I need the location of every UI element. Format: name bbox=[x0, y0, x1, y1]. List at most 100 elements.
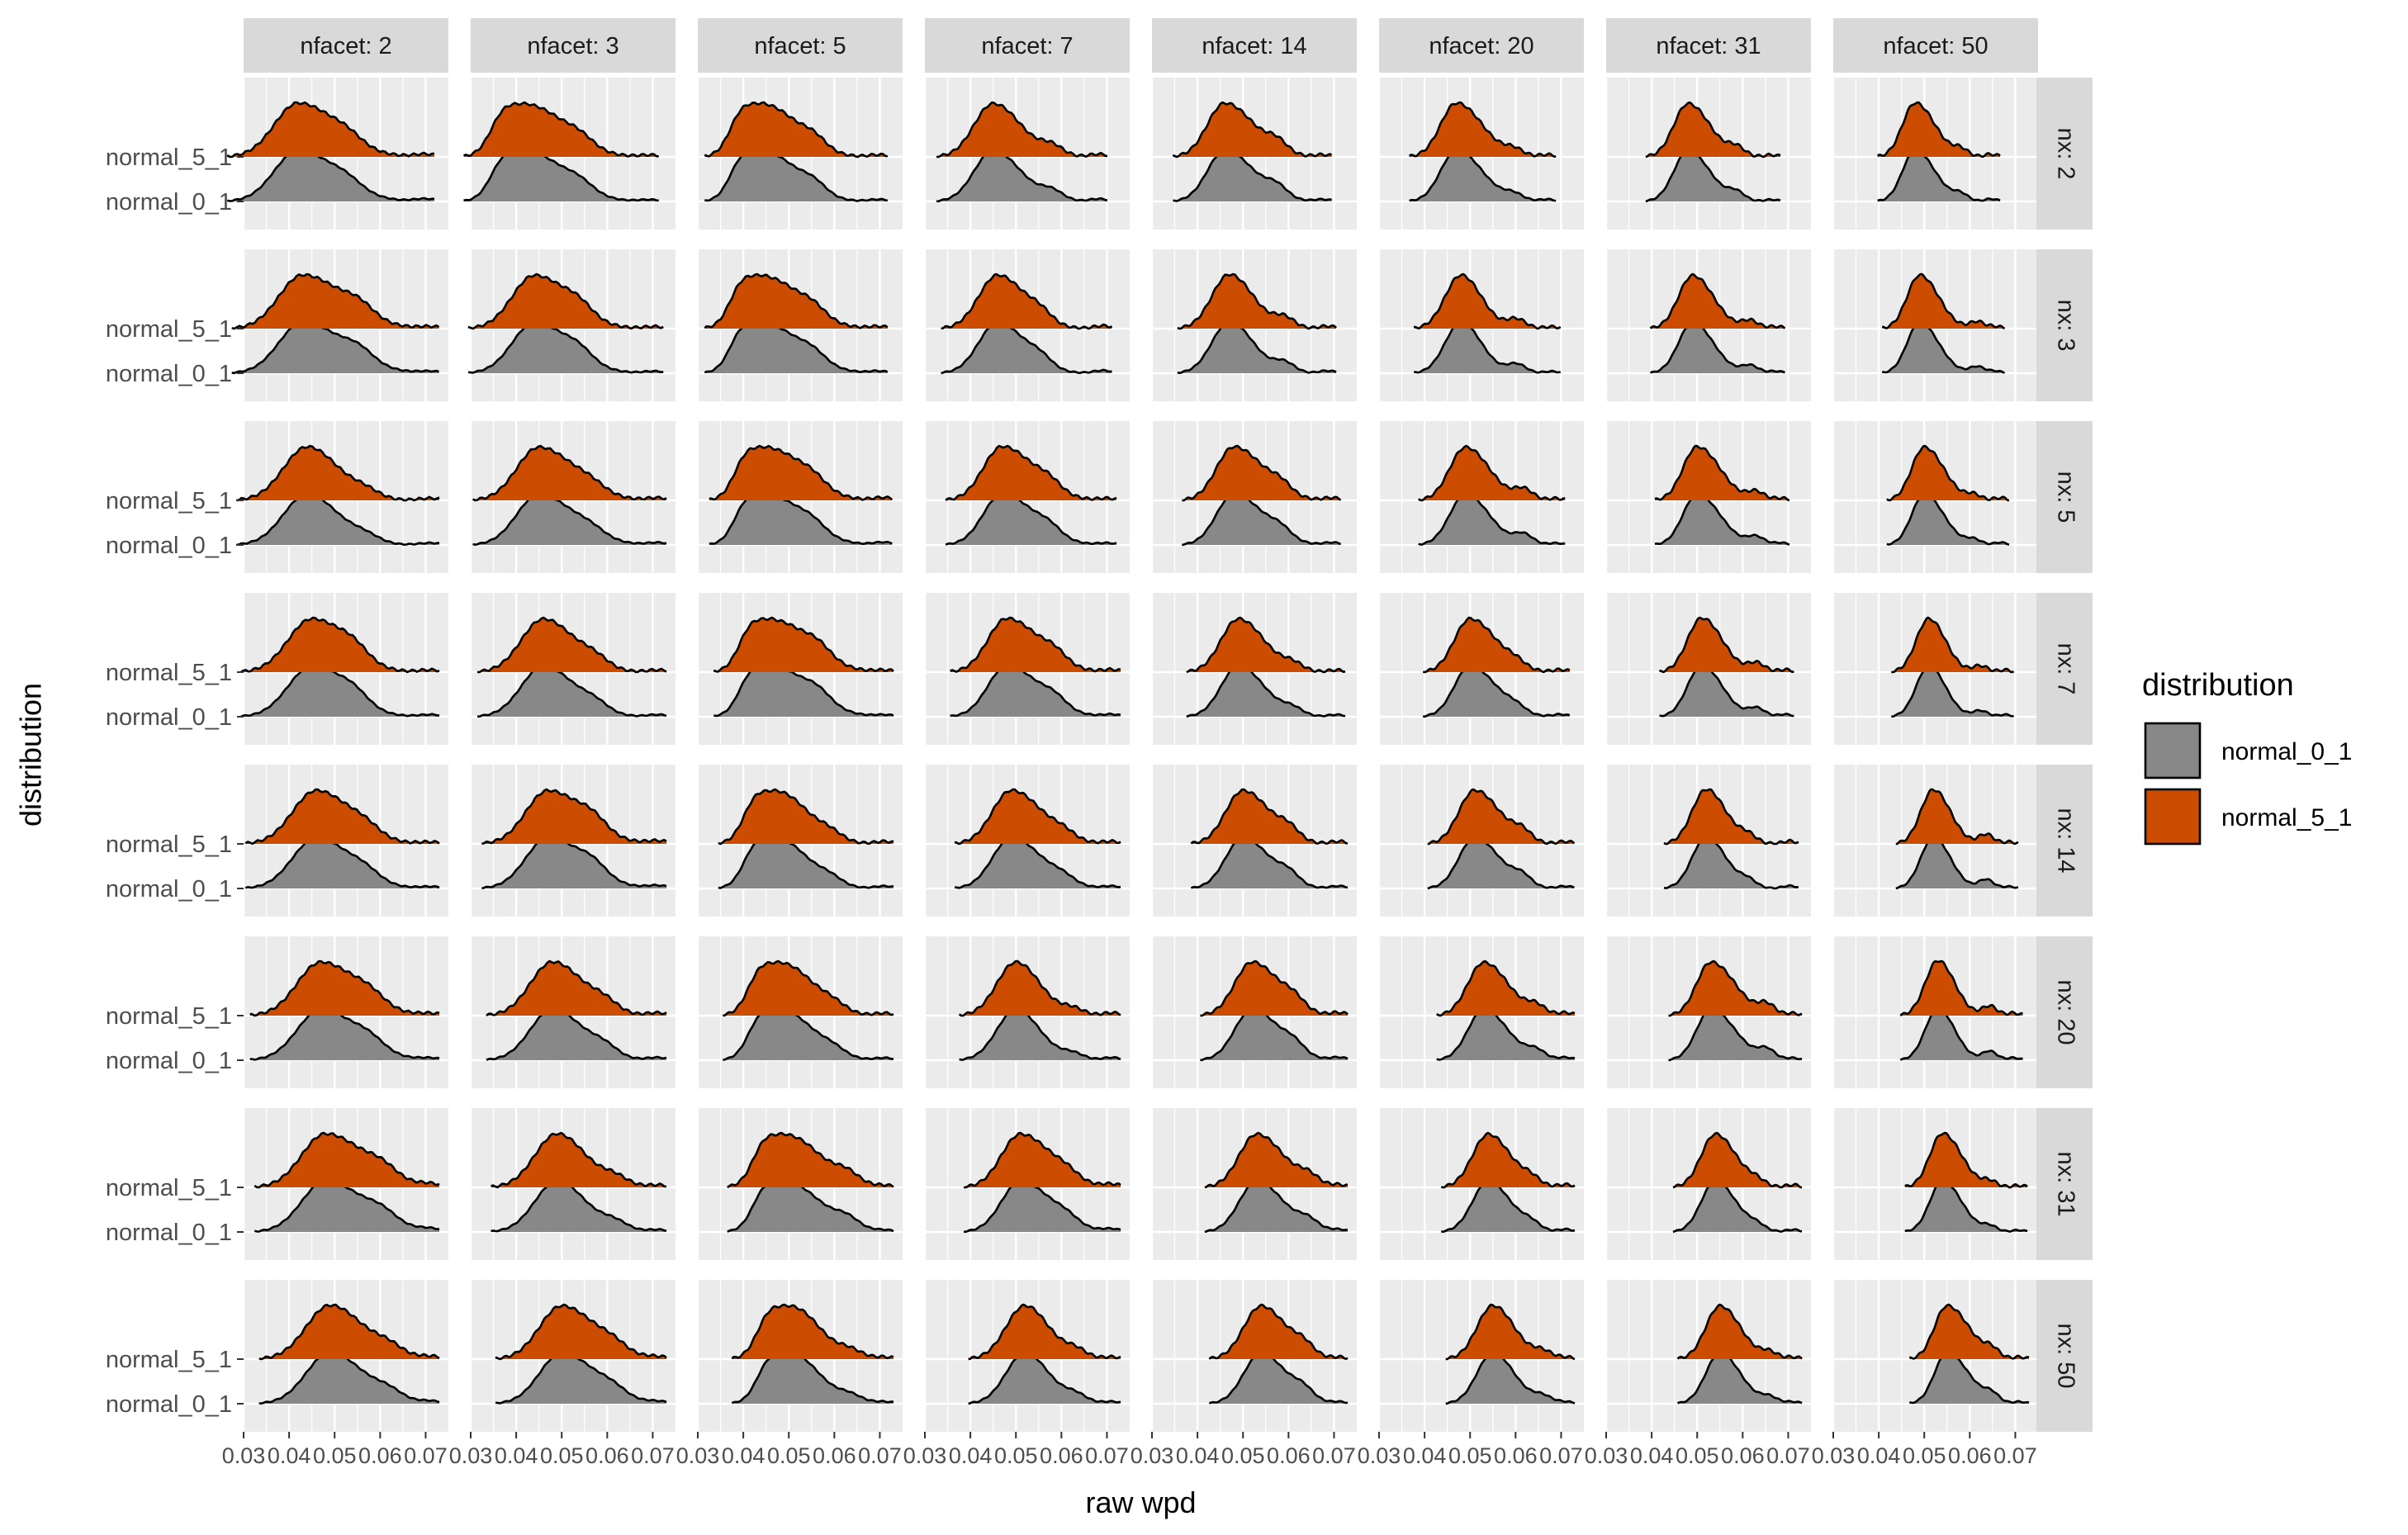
density-ridge-normal_5_1 bbox=[1664, 789, 1799, 844]
density-ridge-normal_0_1 bbox=[495, 1353, 666, 1404]
density-ridge-normal_5_1 bbox=[481, 789, 666, 844]
density-outline-normal_0_1 bbox=[1177, 320, 1337, 374]
density-outline-normal_0_1 bbox=[1886, 492, 2010, 546]
column-strip bbox=[1833, 18, 2038, 73]
density-outline-normal_0_1 bbox=[1423, 664, 1571, 718]
density-ridge-normal_5_1 bbox=[1645, 102, 1780, 157]
density-outline-normal_0_1 bbox=[1441, 1179, 1576, 1233]
density-outline-normal_5_1 bbox=[467, 272, 664, 330]
density-outline-normal_0_1 bbox=[1436, 1007, 1576, 1061]
density-ridge-normal_0_1 bbox=[964, 1181, 1121, 1232]
density-ridge-normal_5_1 bbox=[227, 102, 434, 157]
density-outline-normal_0_1 bbox=[941, 320, 1112, 375]
density-outline-normal_0_1 bbox=[463, 149, 659, 202]
density-ridge-normal_0_1 bbox=[1882, 322, 2005, 373]
density-outline-normal_5_1 bbox=[236, 444, 440, 502]
density-ridge-normal_0_1 bbox=[240, 666, 439, 717]
density-outline-normal_5_1 bbox=[249, 959, 440, 1017]
density-outline-normal_5_1 bbox=[950, 616, 1121, 673]
density-ridge-normal_5_1 bbox=[955, 789, 1121, 844]
x-tick-label: 0.07 bbox=[1993, 1443, 2037, 1468]
density-ridge-normal_0_1 bbox=[723, 1009, 894, 1060]
density-ridge-normal_5_1 bbox=[1904, 1133, 2027, 1187]
density-outline-normal_5_1 bbox=[1672, 1131, 1803, 1189]
x-tick-label: 0.03 bbox=[1358, 1443, 1401, 1468]
density-outline-normal_5_1 bbox=[491, 1131, 667, 1189]
density-outline-normal_0_1 bbox=[954, 836, 1121, 889]
density-outline-normal_5_1 bbox=[1891, 616, 2015, 674]
density-ridge-normal_5_1 bbox=[491, 1133, 666, 1187]
density-ridge-normal_0_1 bbox=[936, 150, 1107, 201]
density-outline-normal_5_1 bbox=[1423, 616, 1571, 674]
row-strip bbox=[2036, 593, 2093, 745]
row-strip bbox=[2036, 1280, 2093, 1432]
density-outline-normal_5_1 bbox=[968, 1303, 1121, 1361]
density-ridge-normal_0_1 bbox=[1427, 837, 1575, 888]
density-outline-normal_0_1 bbox=[1414, 320, 1561, 374]
density-ridge-normal_0_1 bbox=[1659, 666, 1794, 717]
column-strip-label: nfacet: 7 bbox=[981, 33, 1073, 59]
density-ridge-normal_0_1 bbox=[477, 666, 666, 717]
legend: distribution normal_0_1 normal_5_1 bbox=[2142, 668, 2352, 846]
row-strip bbox=[2036, 249, 2093, 401]
density-outline-normal_5_1 bbox=[718, 788, 894, 846]
row-strip bbox=[2036, 936, 2093, 1088]
density-outline-normal_0_1 bbox=[727, 1179, 894, 1233]
density-ridge-normal_0_1 bbox=[1655, 494, 1789, 545]
density-ridge-normal_5_1 bbox=[1900, 961, 2023, 1016]
density-outline-normal_0_1 bbox=[1909, 1351, 2030, 1405]
density-ridge-normal_5_1 bbox=[231, 274, 439, 329]
density-outline-normal_0_1 bbox=[704, 320, 889, 374]
density-ridge-normal_0_1 bbox=[486, 1009, 666, 1060]
density-outline-normal_5_1 bbox=[1413, 272, 1562, 330]
density-outline-normal_5_1 bbox=[1649, 272, 1786, 329]
density-outline-normal_0_1 bbox=[231, 320, 439, 375]
x-tick-label: 0.06 bbox=[813, 1443, 856, 1468]
y-tick-label: normal_0_1 bbox=[106, 361, 232, 387]
density-ridge-normal_5_1 bbox=[249, 961, 439, 1016]
facet-panel bbox=[1605, 78, 1811, 230]
density-outline-normal_5_1 bbox=[1418, 444, 1566, 502]
density-ridge-normal_5_1 bbox=[486, 961, 666, 1016]
density-outline-normal_0_1 bbox=[244, 836, 440, 889]
density-ridge-normal_5_1 bbox=[713, 618, 894, 672]
density-outline-normal_0_1 bbox=[1904, 1179, 2028, 1233]
column-strip bbox=[1379, 18, 1584, 73]
density-outline-normal_5_1 bbox=[1436, 959, 1576, 1017]
row-strip-label: nx: 14 bbox=[2052, 808, 2079, 874]
density-outline-normal_5_1 bbox=[958, 959, 1121, 1017]
density-outline-normal_5_1 bbox=[1204, 1131, 1349, 1189]
density-ridge-normal_5_1 bbox=[704, 274, 888, 329]
density-ridge-normal_0_1 bbox=[463, 150, 659, 201]
row-strip-label: nx: 7 bbox=[2052, 643, 2079, 695]
density-outline-normal_0_1 bbox=[1672, 1179, 1803, 1234]
density-ridge-normal_5_1 bbox=[968, 1305, 1121, 1359]
density-ridge-normal_0_1 bbox=[254, 1181, 439, 1232]
row-strip-label: nx: 3 bbox=[2052, 300, 2079, 352]
density-ridge-normal_0_1 bbox=[1441, 1181, 1575, 1232]
density-outline-normal_0_1 bbox=[1877, 149, 2001, 202]
density-outline-normal_0_1 bbox=[1899, 1007, 2023, 1061]
density-ridge-normal_5_1 bbox=[1436, 961, 1575, 1016]
density-ridge-normal_5_1 bbox=[245, 789, 439, 844]
x-tick-label: 0.05 bbox=[767, 1443, 811, 1468]
row-strip-label: nx: 20 bbox=[2052, 980, 2079, 1045]
density-outline-normal_0_1 bbox=[477, 664, 667, 718]
x-tick-label: 0.03 bbox=[1131, 1443, 1174, 1468]
density-ridge-normal_0_1 bbox=[468, 322, 664, 373]
density-ridge-normal_0_1 bbox=[491, 1181, 666, 1232]
density-ridge-normal_5_1 bbox=[1209, 1305, 1348, 1359]
x-tick-label: 0.05 bbox=[994, 1443, 1038, 1468]
density-outline-normal_0_1 bbox=[1409, 149, 1557, 202]
density-ridge-normal_0_1 bbox=[1664, 837, 1799, 888]
density-outline-normal_5_1 bbox=[1645, 101, 1781, 159]
density-outline-normal_5_1 bbox=[723, 959, 894, 1017]
row-strip bbox=[2036, 78, 2093, 230]
density-outline-normal_0_1 bbox=[1173, 149, 1332, 202]
density-ridge-normal_0_1 bbox=[1445, 1353, 1575, 1404]
legend-title: distribution bbox=[2142, 668, 2294, 703]
density-outline-normal_5_1 bbox=[954, 788, 1121, 846]
column-strip-label: nfacet: 31 bbox=[1656, 33, 1761, 59]
column-strip bbox=[471, 18, 675, 73]
